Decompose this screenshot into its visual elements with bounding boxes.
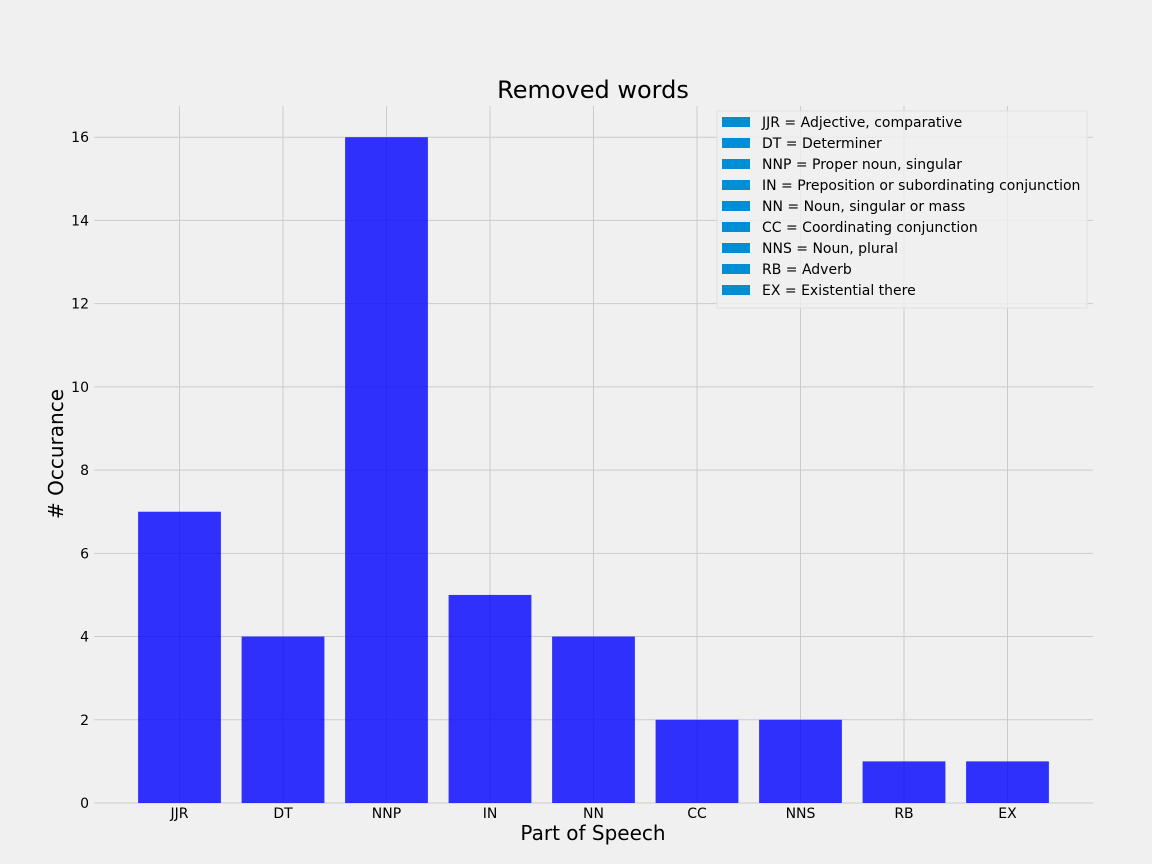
x-axis-label: Part of Speech [520, 821, 665, 845]
legend-swatch [722, 117, 750, 127]
x-tick-label: IN [483, 806, 498, 822]
bar-nns [759, 719, 842, 803]
x-tick-label: NNP [372, 806, 401, 822]
y-tick-labels: 0 2 4 6 8 10 12 14 16 [71, 130, 89, 812]
legend-entry: EX = Existential there [762, 283, 916, 299]
bar-cc [655, 719, 739, 803]
y-tick-label: 16 [71, 130, 89, 146]
bar-ex [966, 761, 1049, 803]
x-tick-label: EX [998, 806, 1017, 822]
legend-swatch [722, 159, 750, 169]
x-tick-label: NN [583, 806, 604, 822]
legend-entry: NNS = Noun, plural [762, 241, 898, 257]
y-tick-label: 0 [80, 796, 89, 812]
x-tick-label: CC [687, 806, 707, 822]
legend-entry: NN = Noun, singular or mass [762, 199, 965, 215]
x-tick-label: NNS [786, 806, 816, 822]
legend-entry: RB = Adverb [762, 262, 852, 278]
legend-swatch [722, 243, 750, 253]
y-tick-label: 14 [71, 213, 89, 229]
y-axis-label: # Occurance [44, 389, 68, 519]
x-tick-label: JJR [170, 806, 189, 822]
legend-entry: CC = Coordinating conjunction [762, 220, 978, 236]
bar-dt [241, 636, 325, 803]
bar-jjr [138, 511, 221, 803]
y-tick-label: 12 [71, 297, 89, 313]
legend-swatch [722, 138, 750, 148]
bars [138, 137, 1049, 803]
bar-nn [552, 636, 635, 803]
legend: JJR = Adjective, comparative DT = Determi… [716, 110, 1088, 309]
x-tick-label: DT [273, 806, 293, 822]
legend-entry: IN = Preposition or subordinating conjun… [762, 178, 1080, 194]
y-tick-label: 8 [80, 463, 89, 479]
legend-frame [716, 110, 1088, 309]
legend-entry: NNP = Proper noun, singular [762, 157, 962, 173]
bar-in [448, 594, 532, 803]
legend-entry: DT = Determiner [762, 136, 882, 152]
legend-swatch [722, 285, 750, 295]
y-tick-label: 6 [80, 546, 89, 562]
legend-swatch [722, 222, 750, 232]
legend-swatch [722, 180, 750, 190]
y-tick-label: 10 [71, 380, 89, 396]
legend-entry: JJR = Adjective, comparative [761, 115, 962, 131]
x-tick-label: RB [894, 806, 913, 822]
chart-title: Removed words [497, 76, 689, 104]
legend-swatch [722, 201, 750, 211]
y-tick-label: 2 [80, 713, 89, 729]
x-tick-labels: JJR DT NNP IN NN CC NNS RB EX [170, 806, 1018, 822]
legend-swatch [722, 264, 750, 274]
y-tick-label: 4 [80, 630, 89, 646]
bar-nnp [345, 137, 428, 803]
bar-rb [862, 761, 946, 803]
